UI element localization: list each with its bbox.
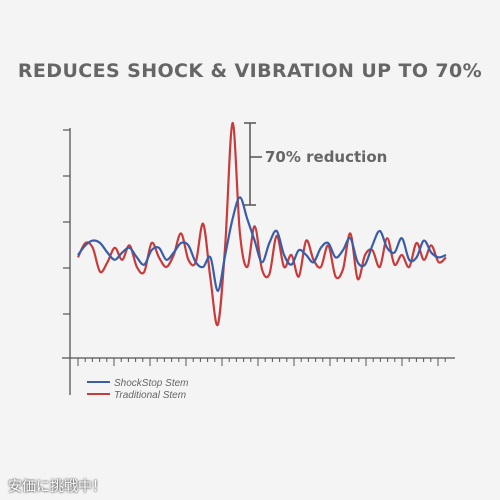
footer-caption: 安価に挑戦中！ bbox=[8, 478, 106, 494]
shockstop-stem-line bbox=[77, 196, 447, 293]
headline: REDUCES SHOCK & VIBRATION UP TO 70% bbox=[17, 60, 483, 82]
chart-axes bbox=[62, 128, 455, 395]
legend-label: Traditional Stem bbox=[114, 390, 186, 401]
series-layer bbox=[77, 121, 447, 327]
legend-label: ShockStop Stem bbox=[114, 378, 188, 389]
traditional-stem-line bbox=[77, 121, 447, 327]
reduction-annotation: 70% reduction bbox=[244, 122, 387, 206]
annotation-label: 70% reduction bbox=[265, 148, 387, 166]
